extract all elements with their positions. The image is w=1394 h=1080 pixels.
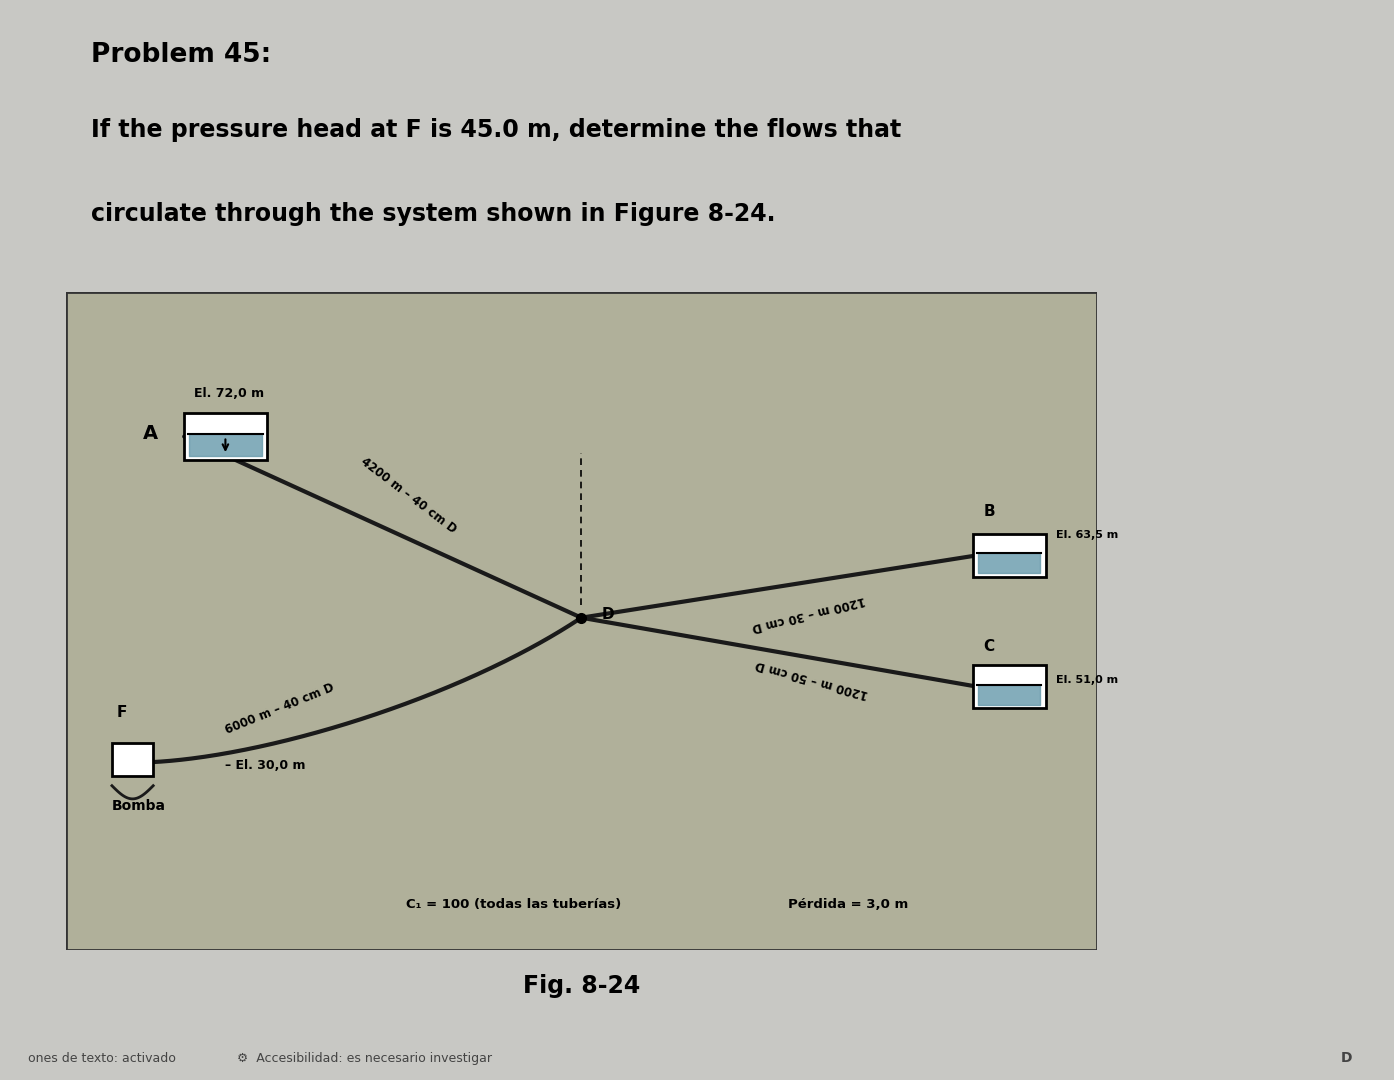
Text: ⚙  Accesibilidad: es necesario investigar: ⚙ Accesibilidad: es necesario investigar <box>237 1052 492 1065</box>
Text: C₁ = 100 (todas las tuberías): C₁ = 100 (todas las tuberías) <box>406 897 622 910</box>
Text: D: D <box>1341 1052 1352 1065</box>
Text: 1200 m – 30 cm D: 1200 m – 30 cm D <box>750 594 866 634</box>
Text: – El. 30,0 m: – El. 30,0 m <box>226 759 305 772</box>
Text: D: D <box>602 607 615 622</box>
Bar <box>973 665 1046 708</box>
Text: circulate through the system shown in Figure 8-24.: circulate through the system shown in Fi… <box>91 202 775 226</box>
Text: Pérdida = 3,0 m: Pérdida = 3,0 m <box>788 897 907 910</box>
Text: 6000 m – 40 cm D: 6000 m – 40 cm D <box>223 680 336 737</box>
Text: El. 72,0 m: El. 72,0 m <box>195 388 265 401</box>
Text: El. 51,0 m: El. 51,0 m <box>1055 675 1118 686</box>
Bar <box>112 743 153 775</box>
FancyBboxPatch shape <box>66 292 1097 950</box>
Text: Problem 45:: Problem 45: <box>91 42 270 68</box>
Bar <box>184 414 266 460</box>
Text: 4200 m – 40 cm D: 4200 m – 40 cm D <box>358 455 459 536</box>
Text: 1200 m – 50 cm D: 1200 m – 50 cm D <box>754 658 870 701</box>
Text: If the pressure head at F is 45.0 m, determine the flows that: If the pressure head at F is 45.0 m, det… <box>91 118 901 141</box>
Text: El. 63,5 m: El. 63,5 m <box>1055 530 1118 540</box>
Text: ones de texto: activado: ones de texto: activado <box>28 1052 176 1065</box>
Text: Fig. 8-24: Fig. 8-24 <box>523 973 640 998</box>
Text: Bomba: Bomba <box>112 799 166 813</box>
Text: B: B <box>984 504 995 518</box>
Text: C: C <box>984 639 995 654</box>
Text: A: A <box>144 423 159 443</box>
Bar <box>973 534 1046 577</box>
Text: F: F <box>117 705 127 720</box>
